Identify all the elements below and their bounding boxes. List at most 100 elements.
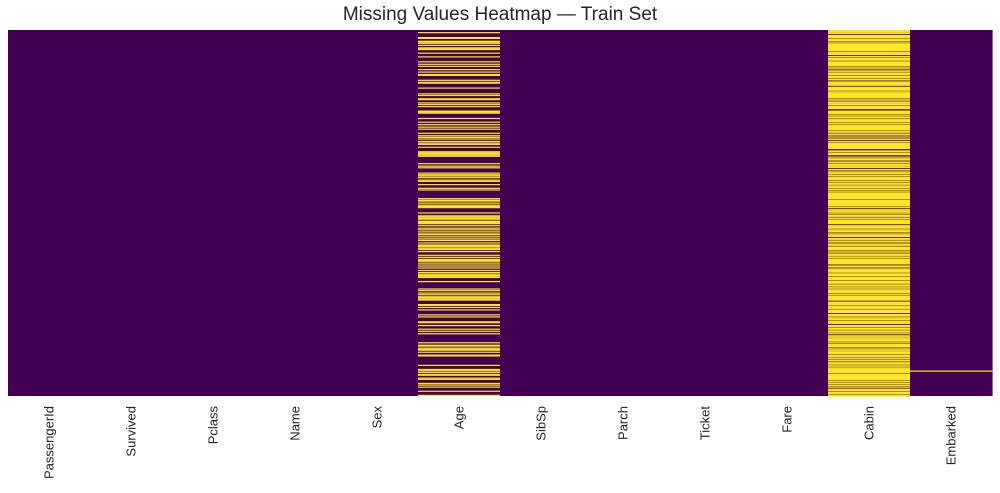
missing-cell-age xyxy=(418,138,501,140)
x-tick-label-parch: Parch xyxy=(616,406,631,440)
missing-cell-age xyxy=(418,373,501,376)
missing-cell-cabin xyxy=(828,39,911,41)
missing-cell-age xyxy=(418,132,501,134)
missing-cell-age xyxy=(418,384,501,386)
missing-cell-age xyxy=(418,44,501,46)
missing-cell-age xyxy=(418,239,501,242)
missing-cell-cabin xyxy=(828,210,911,213)
missing-cell-cabin xyxy=(828,207,911,209)
heatmap-column-sibsp xyxy=(500,30,583,396)
missing-cell-age xyxy=(418,105,501,108)
missing-cell-age xyxy=(418,386,501,388)
missing-cell-age xyxy=(418,349,501,351)
missing-cell-cabin xyxy=(828,290,911,294)
missing-cell-cabin xyxy=(828,214,911,217)
x-tick-label-sibsp: SibSp xyxy=(534,406,549,441)
missing-cell-cabin xyxy=(828,309,911,311)
missing-cell-age xyxy=(418,93,501,95)
missing-cell-age xyxy=(418,234,501,236)
missing-cell-age xyxy=(418,61,501,63)
missing-cell-age xyxy=(418,324,501,327)
missing-cell-age xyxy=(418,261,501,263)
missing-cell-age xyxy=(418,212,501,214)
missing-cell-age xyxy=(418,368,501,371)
missing-cell-cabin xyxy=(828,234,911,238)
missing-cell-age xyxy=(418,269,501,272)
missing-cell-age xyxy=(418,42,501,44)
missing-cell-cabin xyxy=(828,156,911,158)
missing-cell-cabin xyxy=(828,75,911,79)
missing-cell-cabin xyxy=(828,380,911,383)
missing-cell-age xyxy=(418,390,501,392)
missing-cell-cabin xyxy=(828,265,911,268)
missing-cell-age xyxy=(418,71,501,73)
missing-cell-age xyxy=(418,304,501,307)
x-tick-label-survived: Survived xyxy=(124,406,139,457)
missing-cell-age xyxy=(418,99,501,101)
missing-cell-age xyxy=(418,152,501,154)
missing-cell-age xyxy=(418,229,501,231)
missing-cell-cabin xyxy=(828,209,911,211)
missing-cell-age xyxy=(418,37,501,40)
missing-cell-cabin xyxy=(828,373,911,381)
missing-cell-cabin xyxy=(828,216,911,218)
missing-cell-cabin xyxy=(828,142,911,144)
missing-cell-cabin xyxy=(828,98,911,100)
missing-cell-age xyxy=(418,110,501,112)
heatmap-column-ticket xyxy=(664,30,747,396)
missing-cell-age xyxy=(418,309,501,311)
missing-cell-cabin xyxy=(828,324,911,328)
missing-cell-cabin xyxy=(828,100,911,102)
missing-cell-cabin xyxy=(828,86,911,88)
missing-cell-cabin xyxy=(828,350,911,352)
missing-cell-age xyxy=(418,81,501,83)
missing-cell-age xyxy=(418,246,501,248)
missing-cell-cabin xyxy=(828,31,911,33)
missing-cell-cabin xyxy=(828,240,911,242)
missing-cell-age xyxy=(418,280,501,283)
missing-cell-cabin xyxy=(828,229,911,231)
missing-cell-cabin xyxy=(828,188,911,191)
missing-cell-age xyxy=(418,267,501,269)
missing-cell-cabin xyxy=(828,174,911,177)
missing-cell-age xyxy=(418,231,501,233)
missing-cell-cabin xyxy=(828,55,911,58)
missing-cell-age xyxy=(418,377,501,379)
missing-cell-cabin xyxy=(828,101,911,104)
missing-cell-cabin xyxy=(828,337,911,339)
missing-cell-cabin xyxy=(828,382,911,385)
missing-cell-age xyxy=(418,117,501,120)
missing-cell-cabin xyxy=(828,39,911,42)
missing-cell-age xyxy=(418,135,501,137)
missing-cell-cabin xyxy=(828,91,911,93)
missing-cell-age xyxy=(418,111,501,113)
missing-cell-age xyxy=(418,333,501,335)
missing-cell-cabin xyxy=(828,220,911,225)
missing-cell-cabin xyxy=(828,66,911,68)
missing-cell-age xyxy=(418,40,501,42)
missing-cell-cabin xyxy=(828,41,911,43)
missing-cell-embarked xyxy=(910,370,993,372)
heatmap-column-sex xyxy=(336,30,419,396)
missing-cell-cabin xyxy=(828,176,911,181)
missing-cell-age xyxy=(418,298,501,300)
missing-cell-age xyxy=(418,74,501,76)
missing-cell-cabin xyxy=(828,172,911,175)
missing-cell-cabin xyxy=(828,166,911,169)
missing-cell-cabin xyxy=(828,244,911,246)
missing-cell-cabin xyxy=(828,273,911,277)
missing-cell-cabin xyxy=(828,72,911,76)
x-tick-label-ticket: Ticket xyxy=(698,406,713,441)
missing-cell-cabin xyxy=(828,180,911,182)
missing-cell-cabin xyxy=(828,336,911,338)
missing-cell-age xyxy=(418,328,501,330)
missing-cell-cabin xyxy=(828,245,911,247)
missing-cell-age xyxy=(418,225,501,227)
missing-cell-age xyxy=(418,273,501,275)
missing-cell-cabin xyxy=(828,269,911,271)
missing-cell-age xyxy=(418,274,501,277)
missing-cell-cabin xyxy=(828,394,911,396)
missing-cell-cabin xyxy=(828,190,911,192)
missing-cell-age xyxy=(418,69,501,71)
